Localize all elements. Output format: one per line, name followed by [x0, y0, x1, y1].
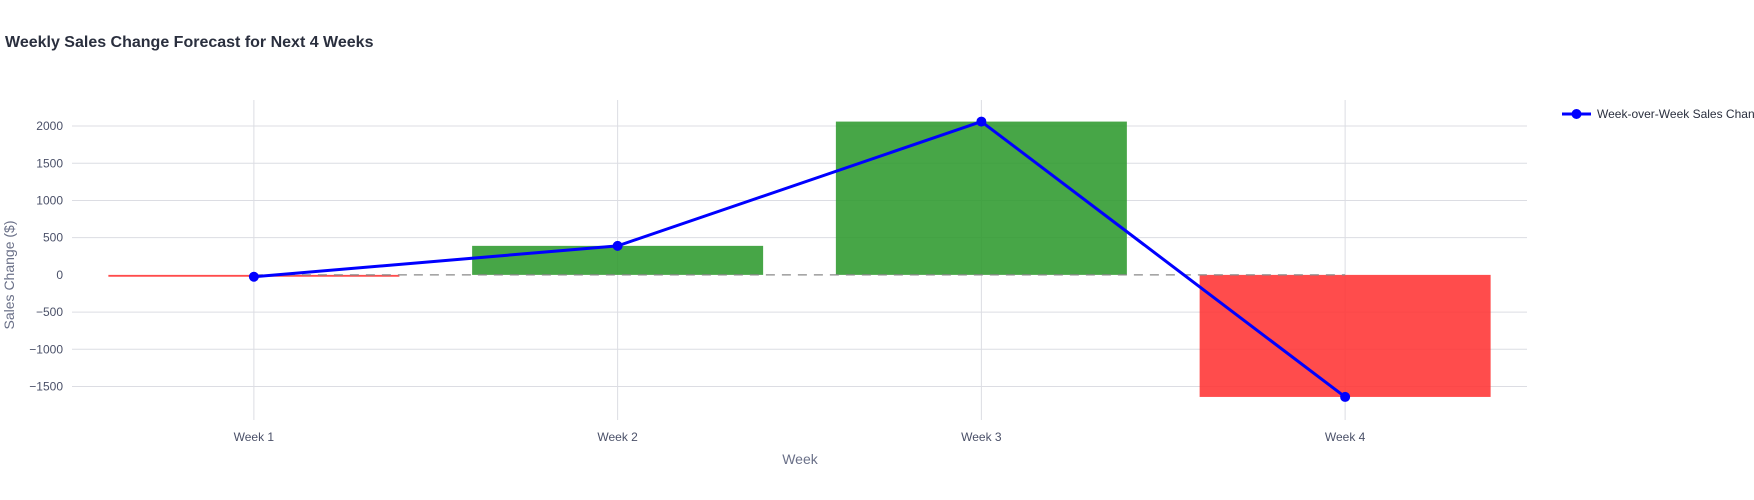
bar[interactable] — [1199, 274, 1491, 397]
x-tick-label: Week 4 — [1325, 430, 1366, 444]
y-tick-label: 1500 — [36, 156, 63, 170]
y-tick-label: 1000 — [36, 193, 63, 207]
y-tick-label: 500 — [43, 231, 63, 245]
x-tick-label: Week 1 — [234, 430, 275, 444]
legend-label: Week-over-Week Sales Chan — [1597, 107, 1754, 121]
line-marker[interactable] — [976, 116, 987, 127]
y-axis-ticks: −1500 −1000 −500 0 500 1000 1500 2000 — [29, 119, 63, 393]
bars — [108, 121, 1491, 397]
line-marker[interactable] — [1340, 391, 1351, 402]
series-line — [248, 116, 1351, 402]
y-axis-title: Sales Change ($) — [1, 221, 17, 330]
line-marker[interactable] — [248, 271, 259, 282]
chart-title: Weekly Sales Change Forecast for Next 4 … — [5, 34, 374, 51]
y-tick-label: −500 — [36, 305, 63, 319]
line-marker[interactable] — [612, 240, 623, 251]
y-tick-label: 2000 — [36, 119, 63, 133]
x-tick-label: Week 2 — [597, 430, 638, 444]
legend-marker-swatch — [1571, 109, 1582, 119]
y-tick-label: −1500 — [29, 380, 63, 394]
x-axis-ticks: Week 1 Week 2 Week 3 Week 4 — [234, 430, 1366, 444]
sales-change-line — [253, 120, 1347, 399]
legend[interactable]: Week-over-Week Sales Chan — [1562, 107, 1754, 121]
bar[interactable] — [835, 121, 1127, 275]
x-tick-label: Week 3 — [961, 430, 1002, 444]
y-tick-label: −1000 — [29, 342, 63, 356]
x-axis-title: Week — [782, 451, 819, 467]
y-tick-label: 0 — [56, 268, 63, 282]
